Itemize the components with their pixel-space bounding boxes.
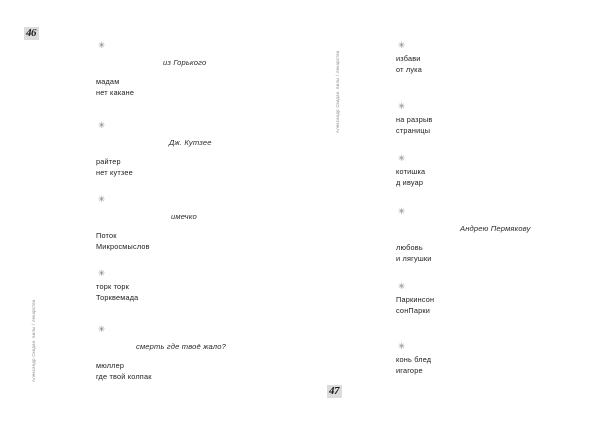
poem-line: страницы — [396, 126, 431, 135]
stanza: ✳ Паркинсон сонПарки — [396, 283, 600, 316]
stanza: ✳ Дж. Кутзее райтер нет кутзее — [96, 122, 326, 178]
stanza: ✳ Андрею Пермякову любовь и лягушки — [396, 208, 600, 264]
poem-line: любовь — [396, 243, 423, 252]
stanza-dedication: имечко — [171, 212, 197, 221]
poem-line: нет какане — [96, 88, 135, 97]
poem-line: мадам — [96, 77, 120, 86]
asterisk-divider-icon: ✳ — [398, 102, 406, 112]
stanza: ✳ котишка д ивуар — [396, 155, 600, 188]
poem-line: и лягушки — [396, 254, 432, 263]
stanza: ✳ избави от лука — [396, 42, 600, 75]
poem-line: избави — [396, 54, 421, 63]
poem-line: где твой колпак — [96, 372, 152, 381]
poem-line: райтер — [96, 157, 121, 166]
page-number-right: 47 — [327, 385, 342, 398]
asterisk-divider-icon: ✳ — [398, 41, 406, 51]
poem-line: от лука — [396, 65, 422, 74]
stanza-body: райтер нет кутзее — [96, 156, 326, 178]
poem-line: Торквемада — [96, 293, 139, 302]
asterisk-divider-icon: ✳ — [398, 154, 406, 164]
poem-line: Поток — [96, 231, 117, 240]
stanza: ✳ на разрыв страницы — [396, 103, 600, 136]
poem-line: д ивуар — [396, 178, 424, 187]
right-page-text-column: ✳ избави от лука ✳ на разрыв страницы ✳ … — [396, 0, 600, 425]
stanza: ✳ имечко Поток Микросмыслов — [96, 196, 326, 252]
stanza-body: конь блед игагоре — [396, 354, 600, 376]
asterisk-divider-icon: ✳ — [398, 207, 406, 217]
poem-line: игагоре — [396, 366, 423, 375]
poem-line: нет кутзее — [96, 168, 133, 177]
asterisk-divider-icon: ✳ — [98, 269, 106, 279]
stanza-dedication: из Горького — [163, 58, 207, 67]
poem-line: сонПарки — [396, 306, 431, 315]
asterisk-divider-icon: ✳ — [398, 282, 406, 292]
poem-line: на разрыв — [396, 115, 433, 124]
stanza-body: торк торк Торквемада — [96, 281, 326, 303]
stanza-dedication: Дж. Кутзее — [169, 138, 212, 147]
stanza-body: мадам нет какане — [96, 76, 326, 98]
poem-line: мюллер — [96, 361, 125, 370]
asterisk-divider-icon: ✳ — [98, 195, 106, 205]
stanza: ✳ конь блед игагоре — [396, 343, 600, 376]
stanza-body: на разрыв страницы — [396, 114, 600, 136]
stanza-body: Паркинсон сонПарки — [396, 294, 600, 316]
stanza-body: избави от лука — [396, 53, 600, 75]
stanza-dedication: смерть где твоё жало? — [136, 342, 226, 351]
poem-line: торк торк — [96, 282, 129, 291]
asterisk-divider-icon: ✳ — [98, 41, 106, 51]
stanza-dedication: Андрею Пермякову — [460, 224, 531, 233]
page-number-left: 46 — [24, 27, 39, 40]
stanza-body: любовь и лягушки — [396, 242, 600, 264]
stanza-body: Поток Микросмыслов — [96, 230, 326, 252]
running-head-left: Александр Скидан. вилы / лекарство — [31, 299, 36, 383]
stanza-body: мюллер где твой колпак — [96, 360, 326, 382]
stanza-body: котишка д ивуар — [396, 166, 600, 188]
asterisk-divider-icon: ✳ — [98, 121, 106, 131]
asterisk-divider-icon: ✳ — [398, 342, 406, 352]
poem-line: конь блед — [396, 355, 432, 364]
poem-line: Паркинсон — [396, 295, 435, 304]
left-page-text-column: ✳ из Горького мадам нет какане ✳ Дж. Кут… — [96, 0, 326, 425]
stanza: ✳ смерть где твоё жало? мюллер где твой … — [96, 326, 326, 382]
asterisk-divider-icon: ✳ — [98, 325, 106, 335]
stanza: ✳ торк торк Торквемада — [96, 270, 326, 303]
poem-line: Микросмыслов — [96, 242, 150, 251]
stanza: ✳ из Горького мадам нет какане — [96, 42, 326, 98]
poem-line: котишка — [396, 167, 426, 176]
running-head-center: Александр Скидан. вилы / лекарство — [335, 50, 340, 134]
